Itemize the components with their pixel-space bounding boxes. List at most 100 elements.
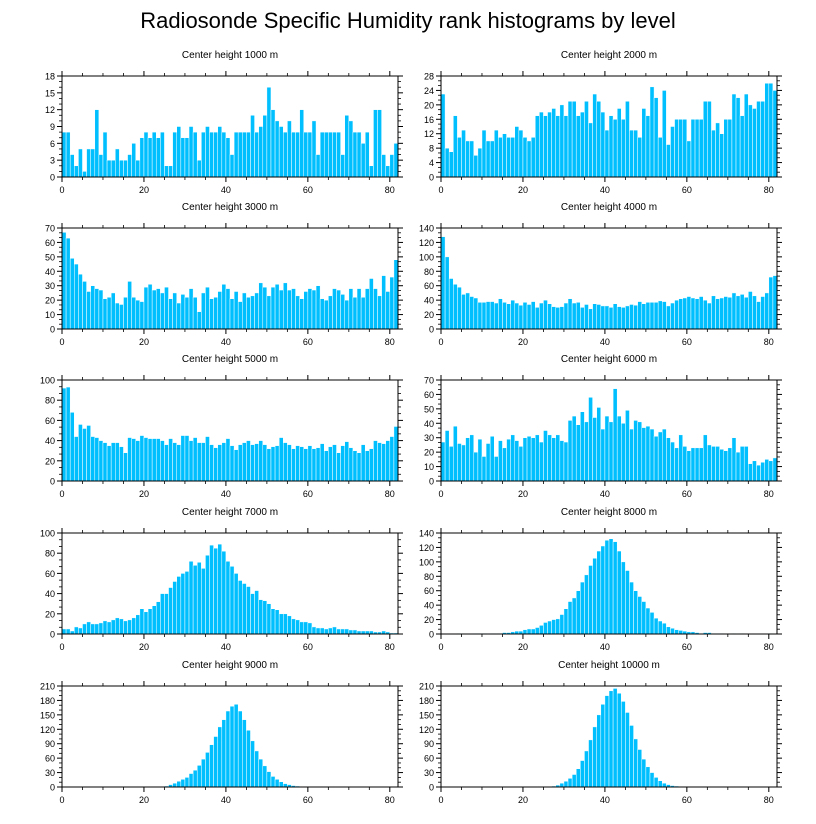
histogram-bar	[237, 131, 243, 178]
histogram-bar	[278, 781, 284, 788]
x-tick-label: 0	[438, 489, 443, 499]
histogram-bar	[176, 302, 182, 330]
plot-frame	[61, 685, 399, 788]
histogram-bar	[381, 154, 386, 178]
histogram-bar	[319, 298, 325, 330]
histogram-bar	[340, 294, 345, 330]
histogram-bar	[360, 297, 366, 330]
histogram-bar	[90, 148, 96, 178]
histogram-bar	[123, 452, 128, 482]
histogram-bar	[192, 297, 198, 330]
histogram-bar	[229, 566, 235, 635]
bar-series	[61, 86, 399, 178]
histogram-bar	[65, 131, 71, 178]
histogram-bar	[567, 420, 573, 482]
panel-title: Center height 5000 m	[182, 354, 278, 365]
histogram-bar	[151, 438, 157, 482]
histogram-bar	[690, 447, 696, 482]
x-tick-label: 0	[438, 795, 443, 805]
histogram-bar	[580, 581, 585, 635]
histogram-bar	[233, 291, 239, 330]
plot-frame	[61, 379, 399, 482]
y-tick-label: 0	[50, 173, 55, 183]
x-tick-label: 40	[600, 489, 610, 499]
histogram-bar	[172, 442, 177, 482]
x-tick-label: 20	[139, 642, 149, 652]
histogram-bar	[221, 131, 227, 178]
histogram-bar	[201, 292, 206, 330]
x-tick-label: 60	[682, 642, 692, 652]
histogram-bar	[278, 289, 284, 330]
histogram-bar	[119, 159, 124, 178]
histogram-bar	[74, 626, 79, 635]
histogram-bar	[115, 148, 120, 178]
histogram-bar	[522, 137, 528, 178]
panel-8: Center height 8000 m 0 20 40 60 80 100 120 140 0 2…	[419, 507, 782, 652]
histogram-bar	[106, 297, 112, 330]
histogram-bar	[457, 443, 462, 482]
histogram-bar	[344, 115, 350, 178]
x-tick-label: 20	[139, 185, 149, 195]
histogram-bar	[711, 295, 716, 330]
histogram-bar	[756, 464, 761, 482]
histogram-bar	[743, 93, 749, 178]
histogram-bar	[625, 410, 630, 482]
histogram-bar	[205, 752, 210, 788]
histogram-bar	[457, 137, 462, 178]
histogram-bar	[752, 108, 757, 178]
histogram-bar	[217, 543, 223, 635]
y-tick-label: 12	[424, 129, 434, 139]
y-tick-label: 30	[45, 281, 55, 291]
histogram-bar	[612, 303, 618, 330]
histogram-bar	[547, 111, 552, 178]
histogram-bar	[768, 82, 774, 178]
histogram-bar	[547, 620, 552, 635]
histogram-bar	[209, 744, 214, 788]
y-tick-label: 20	[45, 456, 55, 466]
histogram-bar	[731, 292, 737, 330]
histogram-bar	[274, 609, 280, 635]
histogram-bar	[465, 437, 470, 482]
histogram-bar	[209, 131, 214, 178]
histogram-bar	[184, 137, 190, 178]
histogram-bar	[752, 295, 757, 330]
y-tick-label: 60	[45, 569, 55, 579]
histogram-bar	[522, 629, 528, 635]
histogram-bar	[510, 434, 516, 482]
histogram-bar	[233, 131, 239, 178]
x-tick-label: 20	[518, 795, 528, 805]
histogram-bar	[453, 284, 458, 330]
histogram-bar	[127, 437, 132, 482]
histogram-bar	[110, 292, 116, 330]
histogram-bar	[131, 617, 137, 635]
histogram-bar	[727, 447, 733, 482]
histogram-bar	[299, 109, 305, 178]
x-tick-label: 40	[221, 489, 231, 499]
y-tick-label: 90	[424, 739, 434, 749]
histogram-bar	[637, 421, 643, 482]
histogram-bar	[348, 120, 354, 178]
histogram-bar	[682, 297, 688, 330]
histogram-bar	[373, 288, 378, 330]
histogram-bar	[127, 281, 132, 330]
histogram-bar	[666, 305, 671, 330]
histogram-bar	[287, 289, 292, 330]
histogram-bar	[608, 690, 614, 788]
histogram-bar	[465, 140, 470, 178]
histogram-bar	[151, 131, 157, 178]
histogram-bar	[559, 782, 565, 788]
histogram-bar	[711, 129, 716, 178]
histogram-bar	[196, 765, 202, 788]
histogram-bar	[526, 436, 532, 482]
histogram-bar	[196, 159, 202, 178]
panel-5: Center height 5000 m 0 20 40 60 80 100 0 20 40 60 8…	[40, 354, 403, 499]
y-tick-label: 180	[40, 696, 55, 706]
y-tick-label: 120	[419, 238, 434, 248]
histogram-bar	[147, 608, 153, 635]
y-tick-label: 30	[424, 768, 434, 778]
histogram-bar	[385, 440, 391, 482]
x-tick-label: 20	[518, 337, 528, 347]
histogram-bar	[625, 305, 630, 330]
histogram-bar	[135, 159, 141, 178]
y-tick-label: 60	[424, 586, 434, 596]
